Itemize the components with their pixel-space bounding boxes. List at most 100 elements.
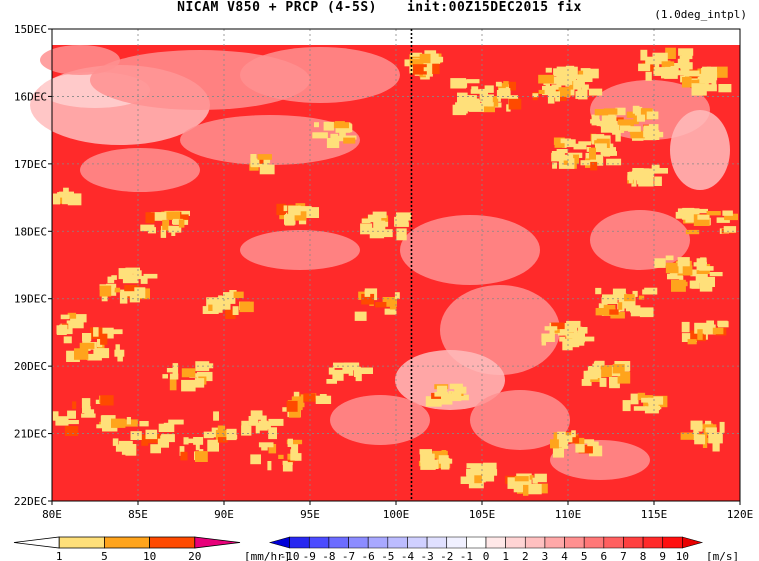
prcp-cell	[685, 229, 700, 235]
v850-weak-region	[395, 350, 505, 410]
prcp-cell	[263, 161, 269, 168]
prcp-cell	[544, 326, 558, 331]
prcp-cell	[586, 147, 591, 152]
prcp-cell	[300, 206, 312, 212]
prcp-cell	[638, 295, 645, 300]
prcp-cell	[712, 72, 718, 81]
prcp-cell	[638, 63, 651, 72]
prcp-cell	[115, 344, 120, 355]
v850-colorbar-swatch	[289, 536, 310, 549]
prcp-cell	[67, 312, 77, 319]
prcp-cell	[632, 290, 638, 297]
prcp-cell	[589, 147, 596, 160]
prcp-colorbar-swatch	[194, 536, 241, 549]
prcp-cell	[699, 281, 713, 292]
prcp-cell	[150, 212, 167, 221]
prcp-cell	[542, 85, 556, 96]
prcp-cell	[172, 363, 179, 375]
prcp-cell	[578, 445, 593, 454]
prcp-cell	[724, 213, 738, 221]
prcp-cell	[378, 229, 393, 238]
prcp-cell	[143, 273, 158, 279]
prcp-cell	[603, 113, 616, 123]
prcp-cell	[213, 411, 219, 421]
prcp-cell	[550, 439, 559, 449]
prcp-cell	[194, 378, 205, 388]
prcp-cell	[250, 454, 261, 465]
prcp-cell	[645, 71, 652, 81]
prcp-cell	[239, 301, 254, 313]
prcp-cell	[140, 275, 148, 284]
prcp-cell	[276, 203, 286, 216]
y-axis-ticks: 15DEC 16DEC 17DEC 18DEC 19DEC 20DEC 21DEC 22DEC	[14, 23, 52, 508]
prcp-cell	[562, 338, 573, 351]
prcp-cell	[689, 280, 699, 289]
prcp-cell	[685, 217, 696, 223]
prcp-cell	[59, 193, 65, 198]
prcp-cell	[612, 124, 620, 135]
prcp-cell	[268, 418, 284, 426]
v850-colorbar-label: 10	[676, 550, 689, 561]
prcp-cell	[361, 293, 375, 305]
prcp-cell	[661, 68, 673, 79]
prcp-cell	[208, 304, 213, 311]
prcp-cell	[423, 67, 432, 72]
prcp-cell	[166, 368, 174, 373]
prcp-cell	[176, 214, 189, 222]
prcp-cell	[161, 434, 175, 443]
prcp-cell	[653, 70, 664, 76]
prcp-cell	[590, 369, 602, 378]
prcp-cell	[572, 154, 579, 164]
prcp-cell	[195, 442, 200, 451]
prcp-cell	[266, 421, 271, 430]
prcp-cell	[601, 365, 612, 377]
prcp-cell	[577, 330, 585, 343]
prcp-cell	[367, 214, 382, 223]
v850-colorbar-label: 7	[620, 550, 627, 561]
prcp-cell	[694, 322, 709, 334]
prcp-cell	[86, 353, 97, 360]
prcp-cell	[609, 309, 619, 315]
prcp-cell	[74, 348, 89, 360]
prcp-cell	[467, 99, 481, 112]
prcp-cell	[107, 276, 115, 284]
prcp-cell	[581, 379, 592, 386]
prcp-cell	[342, 363, 353, 374]
prcp-cell	[364, 290, 371, 297]
prcp-cell	[84, 409, 95, 415]
prcp-cell	[600, 122, 615, 133]
prcp-cell	[676, 70, 686, 76]
v850-colorbar-label: 6	[601, 550, 608, 561]
prcp-colorbar-label: 1	[56, 550, 63, 561]
prcp-cell	[358, 367, 373, 374]
prcp-cell	[580, 68, 591, 80]
prcp-cell	[696, 258, 707, 271]
prcp-cell	[452, 104, 467, 116]
prcp-colorbar: 1 5 10 20 [mm/hr]	[13, 536, 290, 561]
prcp-cell	[62, 193, 77, 205]
prcp-cell	[697, 214, 710, 220]
prcp-colorbar-label: 5	[101, 550, 108, 561]
prcp-cell	[594, 109, 609, 116]
prcp-cell	[432, 63, 440, 74]
prcp-cell	[534, 473, 547, 483]
prcp-cell	[680, 432, 694, 440]
prcp-cell	[678, 48, 694, 56]
prcp-cell	[587, 68, 599, 79]
prcp-cell	[612, 364, 625, 374]
prcp-cell	[644, 287, 658, 295]
prcp-cell	[573, 143, 587, 150]
prcp-cell	[64, 426, 79, 436]
prcp-cell	[618, 119, 634, 132]
v850-weak-region	[240, 47, 400, 103]
prcp-cell	[523, 484, 529, 496]
prcp-cell	[706, 211, 721, 216]
prcp-cell	[410, 52, 423, 57]
prcp-cell	[354, 366, 361, 377]
chart-title-left: NICAM V850 + PRCP (4-5S)	[177, 0, 377, 15]
prcp-cell	[556, 149, 568, 154]
prcp-cell	[641, 397, 652, 403]
prcp-cell	[637, 392, 646, 401]
prcp-cell	[232, 306, 239, 315]
prcp-cell	[665, 262, 679, 274]
